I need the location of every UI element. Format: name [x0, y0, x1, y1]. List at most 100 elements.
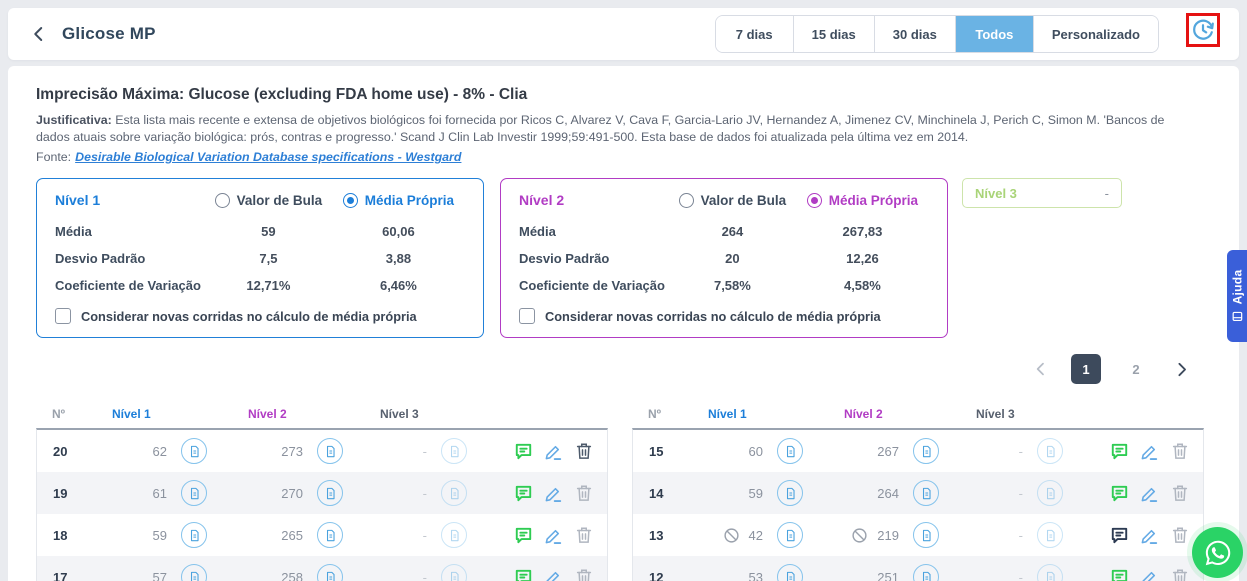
comment-icon — [1111, 527, 1128, 543]
nivel-1-media-propria-radio[interactable]: Média Própria — [332, 192, 465, 208]
edit-button[interactable] — [544, 526, 563, 545]
nivel-1-value: 57 — [152, 569, 167, 581]
pagination: 1 2 — [1031, 354, 1191, 384]
nivel-2-document-button[interactable] — [913, 522, 939, 548]
nivel-2-cv-propria: 4,58% — [843, 278, 881, 293]
result-document-icon — [922, 445, 931, 457]
edit-button[interactable] — [1140, 568, 1159, 581]
delete-button[interactable] — [574, 442, 593, 461]
comment-button[interactable] — [514, 526, 533, 545]
results-tables: Nº Nível 1 Nível 2 Nível 3 20 62 273 - 19 61 2… — [36, 400, 1204, 581]
nivel-2-document-button[interactable] — [317, 564, 343, 581]
pagination-page-2[interactable]: 2 — [1132, 361, 1140, 377]
nivel-2-media-row: Média 264 267,83 — [519, 218, 929, 245]
back-button[interactable] — [26, 21, 52, 47]
nivel-2-document-button[interactable] — [913, 480, 939, 506]
delete-button[interactable] — [1170, 526, 1189, 545]
nivel-3-document-button[interactable] — [441, 438, 467, 464]
nivel-2-value: 264 — [877, 485, 899, 501]
nivel-2-cv-row: Coeficiente de Variação 7,58% 4,58% — [519, 272, 929, 299]
row-number: 15 — [649, 443, 664, 459]
fonte-link[interactable]: Desirable Biological Variation Database … — [75, 150, 462, 164]
pagination-prev-button[interactable] — [1031, 359, 1051, 379]
history-annotation-box[interactable] — [1186, 13, 1220, 47]
nivel-1-novas-corridas-checkbox[interactable]: Considerar novas corridas no cálculo de … — [55, 308, 465, 324]
nivel-2-document-button[interactable] — [913, 438, 939, 464]
nivel-2-media-propria-radio[interactable]: Média Própria — [796, 192, 929, 208]
nivel-3-box[interactable]: Nível 3 - — [962, 178, 1122, 208]
delete-button[interactable] — [574, 484, 593, 503]
comment-button[interactable] — [514, 568, 533, 581]
comment-button[interactable] — [1110, 526, 1129, 545]
delete-icon — [1172, 527, 1187, 543]
nivel-1-title: Nível 1 — [55, 192, 101, 208]
delete-button[interactable] — [574, 568, 593, 581]
delete-button[interactable] — [574, 526, 593, 545]
nivel-1-valor-de-bula-radio[interactable]: Valor de Bula — [205, 192, 332, 208]
nivel-2-novas-corridas-checkbox[interactable]: Considerar novas corridas no cálculo de … — [519, 308, 929, 324]
nivel-2-valor-de-bula-radio[interactable]: Valor de Bula — [669, 192, 796, 208]
nivel-3-document-button[interactable] — [1037, 564, 1063, 581]
nivel-1-document-button[interactable] — [777, 522, 803, 548]
delete-icon — [576, 485, 591, 501]
period-7-dias-button[interactable]: 7 dias — [715, 16, 794, 52]
edit-icon — [1141, 529, 1158, 544]
delete-icon — [1172, 569, 1187, 581]
result-document-icon — [450, 487, 459, 499]
nivel-3-document-button[interactable] — [441, 522, 467, 548]
period-15-dias-button[interactable]: 15 dias — [793, 16, 875, 52]
comment-button[interactable] — [1110, 568, 1129, 581]
edit-button[interactable] — [1140, 526, 1159, 545]
nivel-2-document-button[interactable] — [913, 564, 939, 581]
nivel-1-document-button[interactable] — [181, 564, 207, 581]
nivel-3-document-button[interactable] — [1037, 480, 1063, 506]
whatsapp-button[interactable] — [1192, 527, 1243, 578]
nivel-3-document-button[interactable] — [441, 480, 467, 506]
edit-button[interactable] — [544, 442, 563, 461]
nivel-1-document-button[interactable] — [777, 480, 803, 506]
period-personalizado-button[interactable]: Personalizado — [1033, 16, 1158, 52]
nivel-2-document-button[interactable] — [317, 438, 343, 464]
nivel-2-document-button[interactable] — [317, 480, 343, 506]
delete-button[interactable] — [1170, 484, 1189, 503]
result-document-icon — [922, 487, 931, 499]
nivel-1-document-button[interactable] — [181, 438, 207, 464]
nivel-1-document-button[interactable] — [181, 522, 207, 548]
edit-button[interactable] — [1140, 484, 1159, 503]
delete-button[interactable] — [1170, 568, 1189, 581]
edit-button[interactable] — [544, 568, 563, 581]
nivel-1-document-button[interactable] — [181, 480, 207, 506]
period-30-dias-button[interactable]: 30 dias — [874, 16, 956, 52]
nivel-2-desvio-row: Desvio Padrão 20 12,26 — [519, 245, 929, 272]
edit-icon — [546, 571, 560, 581]
nivel-2-document-button[interactable] — [317, 522, 343, 548]
nivel-1-document-button[interactable] — [777, 564, 803, 581]
nivel-1-document-button[interactable] — [777, 438, 803, 464]
pagination-next-button[interactable] — [1171, 359, 1191, 379]
edit-icon — [545, 487, 562, 502]
nivel-3-document-button[interactable] — [1037, 522, 1063, 548]
nivel-1-media-row: Média 59 60,06 — [55, 218, 465, 245]
nivel-1-value: 53 — [748, 569, 763, 581]
result-document-icon — [1046, 487, 1055, 499]
comment-button[interactable] — [1110, 484, 1129, 503]
nivel-3-document-button[interactable] — [441, 564, 467, 581]
delete-button[interactable] — [1170, 442, 1189, 461]
comment-button[interactable] — [514, 442, 533, 461]
pagination-page-1[interactable]: 1 — [1071, 354, 1101, 384]
nivel-2-value: 273 — [281, 443, 303, 459]
edit-button[interactable] — [544, 484, 563, 503]
ajuda-tab[interactable]: Ajuda — [1227, 250, 1247, 342]
nivel-1-value: 62 — [152, 443, 167, 459]
nivel-1-value: 59 — [748, 485, 763, 501]
period-todos-button[interactable]: Todos — [955, 16, 1034, 52]
result-document-icon — [450, 529, 459, 541]
row-number: 19 — [53, 485, 68, 501]
radio-unselected-icon — [678, 192, 694, 208]
nivel-1-cv-propria: 6,46% — [379, 278, 417, 293]
comment-button[interactable] — [514, 484, 533, 503]
comment-button[interactable] — [1110, 442, 1129, 461]
nivel-2-media-propria: 267,83 — [842, 224, 883, 239]
edit-button[interactable] — [1140, 442, 1159, 461]
nivel-3-document-button[interactable] — [1037, 438, 1063, 464]
